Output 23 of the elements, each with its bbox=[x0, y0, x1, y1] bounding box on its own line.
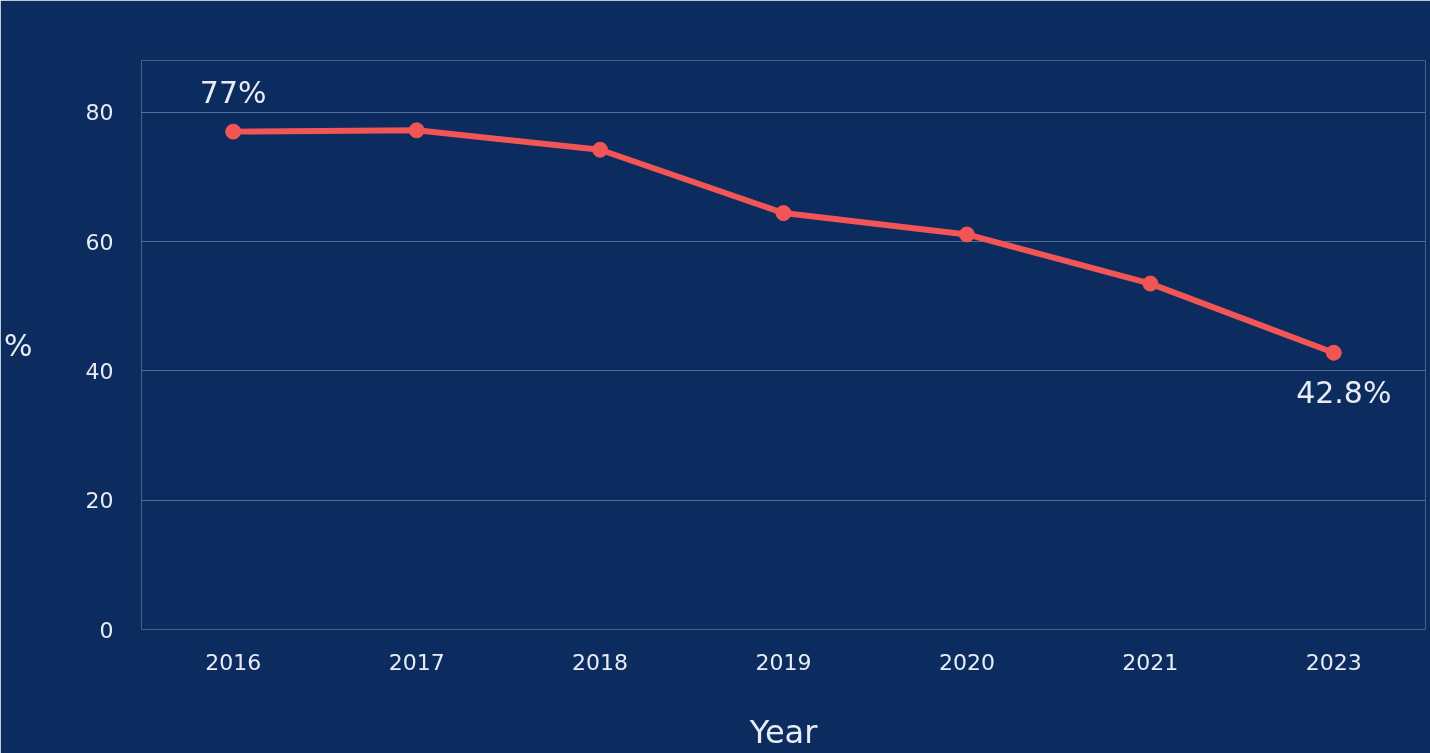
point bbox=[1142, 275, 1159, 292]
annotation: 77% bbox=[199, 74, 267, 110]
point bbox=[958, 226, 975, 243]
point bbox=[225, 123, 242, 140]
y-tick-label: 80 bbox=[85, 100, 114, 126]
x-tick-label: 2018 bbox=[572, 649, 629, 675]
y-axis-title: % bbox=[4, 327, 33, 363]
point bbox=[408, 122, 425, 139]
x-tick-label: 2017 bbox=[388, 649, 445, 675]
y-tick-label: 0 bbox=[99, 617, 114, 643]
point bbox=[1325, 344, 1342, 361]
x-tick-label: 2023 bbox=[1305, 649, 1362, 675]
x-tick-label: 2021 bbox=[1122, 649, 1179, 675]
x-axis-title: Year bbox=[748, 712, 819, 751]
y-tick-label: 20 bbox=[85, 488, 114, 514]
x-tick-label: 2016 bbox=[205, 649, 262, 675]
annotation: 42.8% bbox=[1296, 374, 1392, 410]
point bbox=[592, 141, 609, 158]
point bbox=[775, 205, 792, 222]
x-tick-label: 2020 bbox=[938, 649, 995, 675]
y-tick-label: 60 bbox=[85, 229, 114, 255]
x-tick-label: 2019 bbox=[755, 649, 812, 675]
y-tick-label: 40 bbox=[85, 358, 114, 384]
